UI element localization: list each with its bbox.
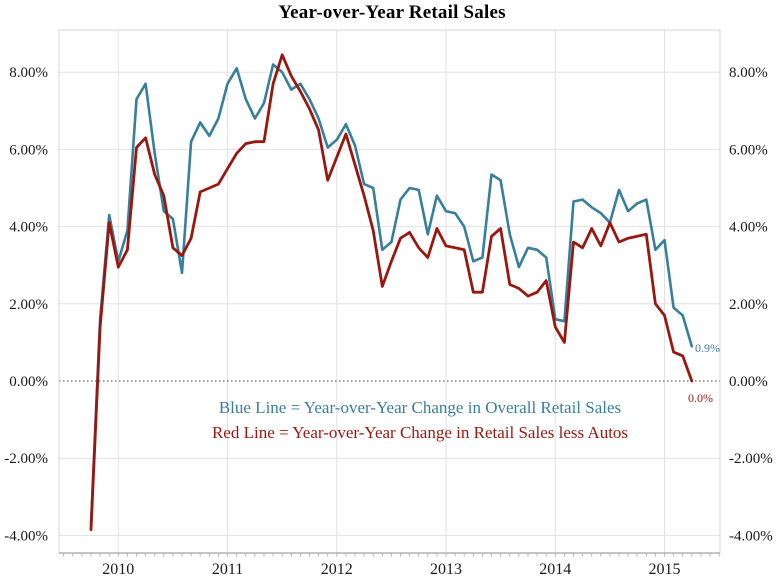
x-axis-year-label: 2014 xyxy=(539,561,571,578)
y-axis-label-left: -2.00% xyxy=(4,451,48,467)
y-axis-label-left: 4.00% xyxy=(9,220,48,236)
overall-sales-line xyxy=(89,63,694,526)
x-axis-year-label: 2013 xyxy=(430,561,462,578)
y-axis-label-right: 8.00% xyxy=(729,65,768,81)
y-axis-label-left: 2.00% xyxy=(9,297,48,313)
x-axis-year-label: 2010 xyxy=(102,561,134,578)
legend-less-autos: Red Line = Year-over-Year Change in Reta… xyxy=(211,423,629,442)
x-axis-year-label: 2015 xyxy=(649,561,681,578)
less-autos-line xyxy=(89,53,694,531)
legend-overall-sales: Blue Line = Year-over-Year Change in Ove… xyxy=(218,398,622,417)
last-value-label-less-autos: 0.0% xyxy=(688,391,713,405)
y-axis-label-left: 0.00% xyxy=(9,374,48,390)
y-axis-label-right: 6.00% xyxy=(729,142,768,158)
y-axis-label-left: -4.00% xyxy=(4,528,48,544)
y-axis-label-right: 2.00% xyxy=(729,297,768,313)
y-axis-label-right: 4.00% xyxy=(729,220,768,236)
last-value-label-overall: 0.9% xyxy=(695,341,720,355)
y-axis-label-right: -2.00% xyxy=(729,451,773,467)
y-axis-label-right: -4.00% xyxy=(729,528,773,544)
y-axis-label-left: 6.00% xyxy=(9,142,48,158)
y-axis-label-right: 0.00% xyxy=(729,374,768,390)
y-axis-label-left: 8.00% xyxy=(9,65,48,81)
x-axis-year-label: 2011 xyxy=(212,561,243,578)
plot-border xyxy=(58,29,721,554)
chart-title: Year-over-Year Retail Sales xyxy=(278,2,506,23)
x-axis-year-label: 2012 xyxy=(321,561,353,578)
